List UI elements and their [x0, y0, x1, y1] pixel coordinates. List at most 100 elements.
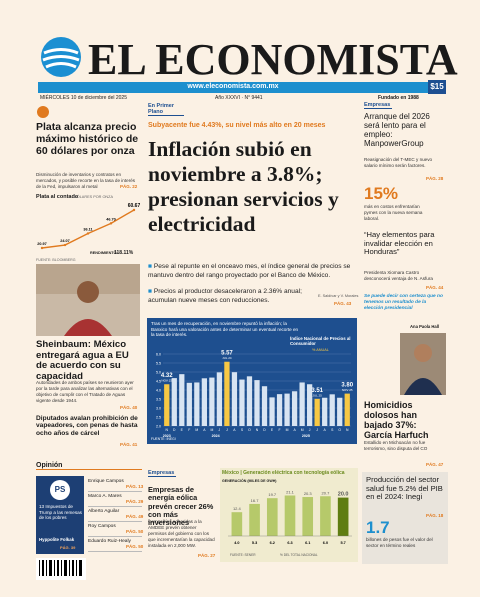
bar: [239, 379, 245, 426]
inflation-chart: 2.02.53.03.54.04.55.05.56.0N D E F M A M J J A S O N…: [151, 351, 354, 441]
x-tick-label: O: [338, 428, 341, 432]
x-tick-label: E: [271, 428, 274, 432]
bar: [209, 377, 215, 426]
bar: [216, 372, 223, 426]
x-tick-label: J: [309, 428, 311, 432]
bullet: Disminución de inventarios y contratos e…: [36, 172, 136, 189]
x-tick-label: M: [301, 428, 304, 432]
year-label: 2025: [302, 434, 310, 438]
silver-chart: 20.97 24.07 36.11 46.70 60.67: [37, 203, 140, 250]
shape: [54, 560, 55, 576]
page-ref: PÁG. 43: [334, 301, 352, 306]
url: www.eleconomista.com.mx: [187, 83, 279, 90]
page-ref: PÁG. 22: [120, 184, 138, 189]
x-tick-label: E: [181, 428, 184, 432]
author: Hyppolite Folkak: [39, 537, 75, 542]
shape: [404, 378, 442, 395]
headline: Sheinbaum: México entregará agua a EU de…: [36, 339, 129, 383]
stat: 15%: [364, 184, 399, 203]
main-headline: Inflación subió en noviembre a 3.8%; pre…: [148, 137, 339, 236]
date-label: NOV 25: [342, 388, 353, 392]
share-label: 6.3: [287, 541, 292, 545]
bar: [337, 497, 349, 536]
chart-unit: GENERACIÓN (MILES DE GWH): [222, 479, 277, 483]
page-ref: PÁG. 47: [426, 462, 444, 467]
y-tick-label: 4.0: [156, 388, 161, 392]
share-label: 6.2: [270, 541, 275, 545]
shape: [45, 62, 77, 69]
bar: [261, 386, 268, 426]
bar: [201, 378, 207, 426]
chart-unit: DÓLARES POR ONZA: [74, 195, 114, 199]
x-tick-label: S: [331, 428, 334, 432]
bullet-text: Precios al productor desaceleraron a 2.3…: [148, 288, 302, 304]
x-tick-label: N: [256, 428, 259, 432]
share-label: 5.7: [341, 541, 346, 545]
x-tick-label: M: [286, 428, 289, 432]
share-label: 4.0: [234, 541, 239, 545]
y-tick-label: 2.0: [156, 424, 161, 428]
point: [132, 208, 136, 212]
quote: Se puede decir con certeza que no tenemo…: [364, 294, 443, 311]
shape: [42, 55, 80, 62]
bar: [337, 397, 343, 426]
bullet: Estallido en Michoacán no fue terrorismo…: [364, 440, 428, 451]
rule: [88, 551, 142, 552]
shape: [69, 560, 70, 576]
x-tick-label: O: [248, 428, 251, 432]
shape: [42, 560, 44, 576]
page-ref: PÁG. 39: [60, 545, 76, 550]
y-tick-label: 5.5: [156, 361, 161, 365]
shape: [76, 560, 77, 576]
shape: [64, 319, 112, 336]
x-tick-label: F: [188, 428, 190, 432]
value-label: 20.97: [37, 242, 47, 246]
value-label: 19.7: [268, 492, 277, 497]
date-label: NOV 23: [161, 379, 172, 383]
shape: [39, 560, 82, 576]
value-label: 20.0: [338, 492, 349, 498]
y-tick-label: 3.0: [156, 406, 161, 410]
x-tick-label: M: [210, 428, 213, 432]
bar: [329, 394, 335, 426]
chart-title: Plata al contado: [36, 194, 79, 200]
quote-author: Ana Paola Hall: [410, 324, 440, 329]
logo: [41, 37, 81, 77]
bullet-text: Pese al repunte en el onceavo mes, el ín…: [148, 263, 351, 279]
chart-intro: Tras un mes de recuperación, en noviembr…: [151, 321, 299, 338]
bar: [320, 496, 331, 536]
credit: E. Saldívar y V. Morales: [318, 294, 359, 298]
page-ref: PÁG. 41: [120, 442, 138, 447]
photo: [36, 264, 140, 336]
founded: Fundado en 1988: [378, 95, 419, 101]
columnist: Marco A. Mares: [88, 494, 122, 499]
columnist: Alberto Aguilar: [88, 509, 120, 514]
bar: [276, 394, 283, 426]
rule: [88, 506, 142, 507]
shape: [72, 560, 74, 576]
bar: [179, 374, 185, 426]
bar: [299, 382, 305, 426]
shape: [39, 560, 40, 576]
date-label: JUL 25: [312, 393, 322, 397]
headline: Empresas de energía eólica prevén crecer…: [148, 485, 214, 528]
year-label: 2024: [212, 434, 220, 438]
bar: [164, 384, 170, 426]
source: FUENTE: INEGI: [151, 437, 176, 441]
value-label: 3.51: [311, 388, 323, 394]
share-unit: % DEL TOTAL NACIONAL: [280, 553, 318, 557]
bar: [322, 397, 328, 426]
bullet: Compañías adheridas a la AMDEE prevén ob…: [148, 519, 215, 548]
value-label: 16.7: [251, 498, 260, 503]
wind-chart: 12.4 4.0 16.7 5.3 19.7 6.2 21.1 6.3 20.3 6.1 20.7 6…: [228, 489, 352, 557]
headline: Diputados avalan prohibición de vapeador…: [36, 415, 138, 437]
value-label: 46.70: [106, 217, 116, 221]
headline: “Hay elementos para invalidar elección e…: [364, 230, 435, 256]
shape: [79, 560, 82, 576]
stat: 1.7: [366, 518, 390, 537]
x-tick-label: M: [195, 428, 198, 432]
shape: [61, 560, 62, 576]
x-tick-label: N: [166, 428, 169, 432]
x-tick-label: N: [346, 428, 349, 432]
